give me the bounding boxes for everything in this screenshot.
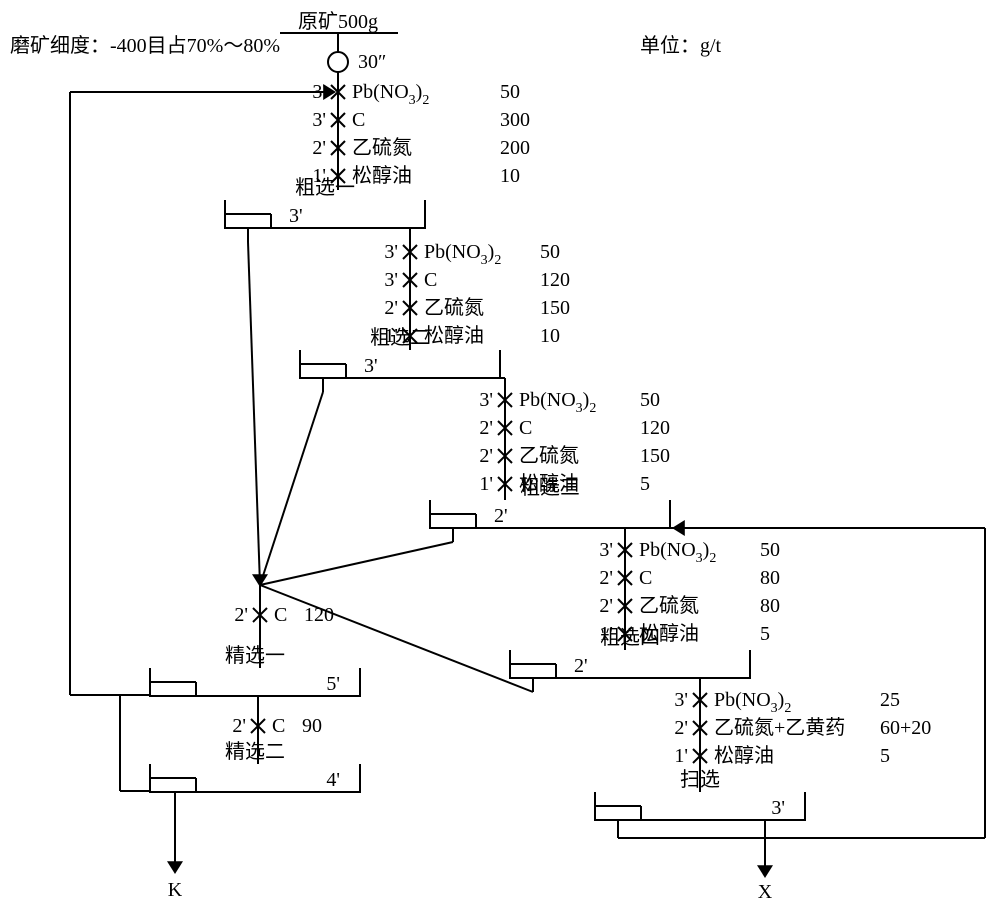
c1-t: 2'	[234, 604, 248, 626]
grinding-circle	[328, 52, 348, 72]
rough3-time: 2'	[494, 505, 508, 527]
r1-n-2: 乙硫氮	[352, 136, 412, 159]
product-k: K	[168, 879, 183, 901]
clean1-label: 精选一	[225, 644, 285, 667]
r4-d-1: 80	[760, 567, 780, 589]
r1-n-3: 松醇油	[352, 164, 412, 187]
r2-d-3: 10	[540, 325, 560, 347]
r2-n-1: C	[424, 269, 437, 291]
r1-d-0: 50	[500, 81, 520, 103]
reagent-pbno3: Pb(NO3)2	[714, 689, 791, 716]
reagent-pbno3: Pb(NO3)2	[519, 389, 596, 416]
rough3-label: 粗选三	[520, 476, 580, 499]
grind-fineness: 磨矿细度：-400目占70%～80%	[10, 34, 280, 57]
clean2-time: 4'	[326, 769, 340, 791]
r5-n-1: 乙硫氮+乙黄药	[714, 716, 845, 739]
clean1-time: 5'	[326, 673, 340, 695]
r3-t-0: 3'	[479, 389, 493, 411]
reagent-pbno3: Pb(NO3)2	[639, 539, 716, 566]
r2-n-3: 松醇油	[424, 324, 484, 347]
r5-n-2: 松醇油	[714, 744, 774, 767]
r3-d-3: 5	[640, 473, 650, 495]
r5-t-1: 2'	[674, 717, 688, 739]
rough2-label: 粗选二	[370, 326, 430, 349]
r5-t-2: 1'	[674, 745, 688, 767]
r5-d-2: 5	[880, 745, 890, 767]
r3-t-2: 2'	[479, 445, 493, 467]
c1-d: 120	[304, 604, 334, 626]
r3-d-0: 50	[640, 389, 660, 411]
r4-d-3: 5	[760, 623, 770, 645]
r3-d-2: 150	[640, 445, 670, 467]
r3-d-1: 120	[640, 417, 670, 439]
r2-t-1: 3'	[384, 269, 398, 291]
c2-n: C	[272, 715, 285, 737]
r2-t-0: 3'	[384, 241, 398, 263]
r1-d-1: 300	[500, 109, 530, 131]
clean2-label: 精选二	[225, 740, 285, 763]
rough2-time: 3'	[364, 355, 378, 377]
r3-t-1: 2'	[479, 417, 493, 439]
c1-n: C	[274, 604, 287, 626]
r4-n-2: 乙硫氮	[639, 594, 699, 617]
c2-t: 2'	[232, 715, 246, 737]
r5-d-1: 60+20	[880, 717, 931, 739]
rough1-time: 3'	[289, 205, 303, 227]
r5-d-0: 25	[880, 689, 900, 711]
scav-time: 3'	[771, 797, 785, 819]
reagent-pbno3: Pb(NO3)2	[352, 81, 429, 108]
r4-t-1: 2'	[599, 567, 613, 589]
reagent-pbno3: Pb(NO3)2	[424, 241, 501, 268]
rough4-label: 粗选四	[600, 626, 660, 649]
r1-n-1: C	[352, 109, 365, 131]
rough4-time: 2'	[574, 655, 588, 677]
r3-n-2: 乙硫氮	[519, 444, 579, 467]
r4-d-2: 80	[760, 595, 780, 617]
grind-time: 30″	[358, 51, 386, 73]
r2-t-2: 2'	[384, 297, 398, 319]
unit-label: 单位：g/t	[640, 34, 722, 57]
rough1-label: 粗选一	[295, 176, 355, 199]
r5-t-0: 3'	[674, 689, 688, 711]
r1-d-3: 10	[500, 165, 520, 187]
r3-t-3: 1'	[479, 473, 493, 495]
r1-d-2: 200	[500, 137, 530, 159]
c2-d: 90	[302, 715, 322, 737]
r2-d-1: 120	[540, 269, 570, 291]
r2-d-0: 50	[540, 241, 560, 263]
r1-t-2: 2'	[312, 137, 326, 159]
r1-t-1: 3'	[312, 109, 326, 131]
r3-n-1: C	[519, 417, 532, 439]
r4-t-0: 3'	[599, 539, 613, 561]
r4-n-1: C	[639, 567, 652, 589]
r2-d-2: 150	[540, 297, 570, 319]
product-x: X	[758, 881, 773, 902]
r2-n-2: 乙硫氮	[424, 296, 484, 319]
feed-label: 原矿500g	[298, 10, 378, 33]
r4-d-0: 50	[760, 539, 780, 561]
r4-t-2: 2'	[599, 595, 613, 617]
